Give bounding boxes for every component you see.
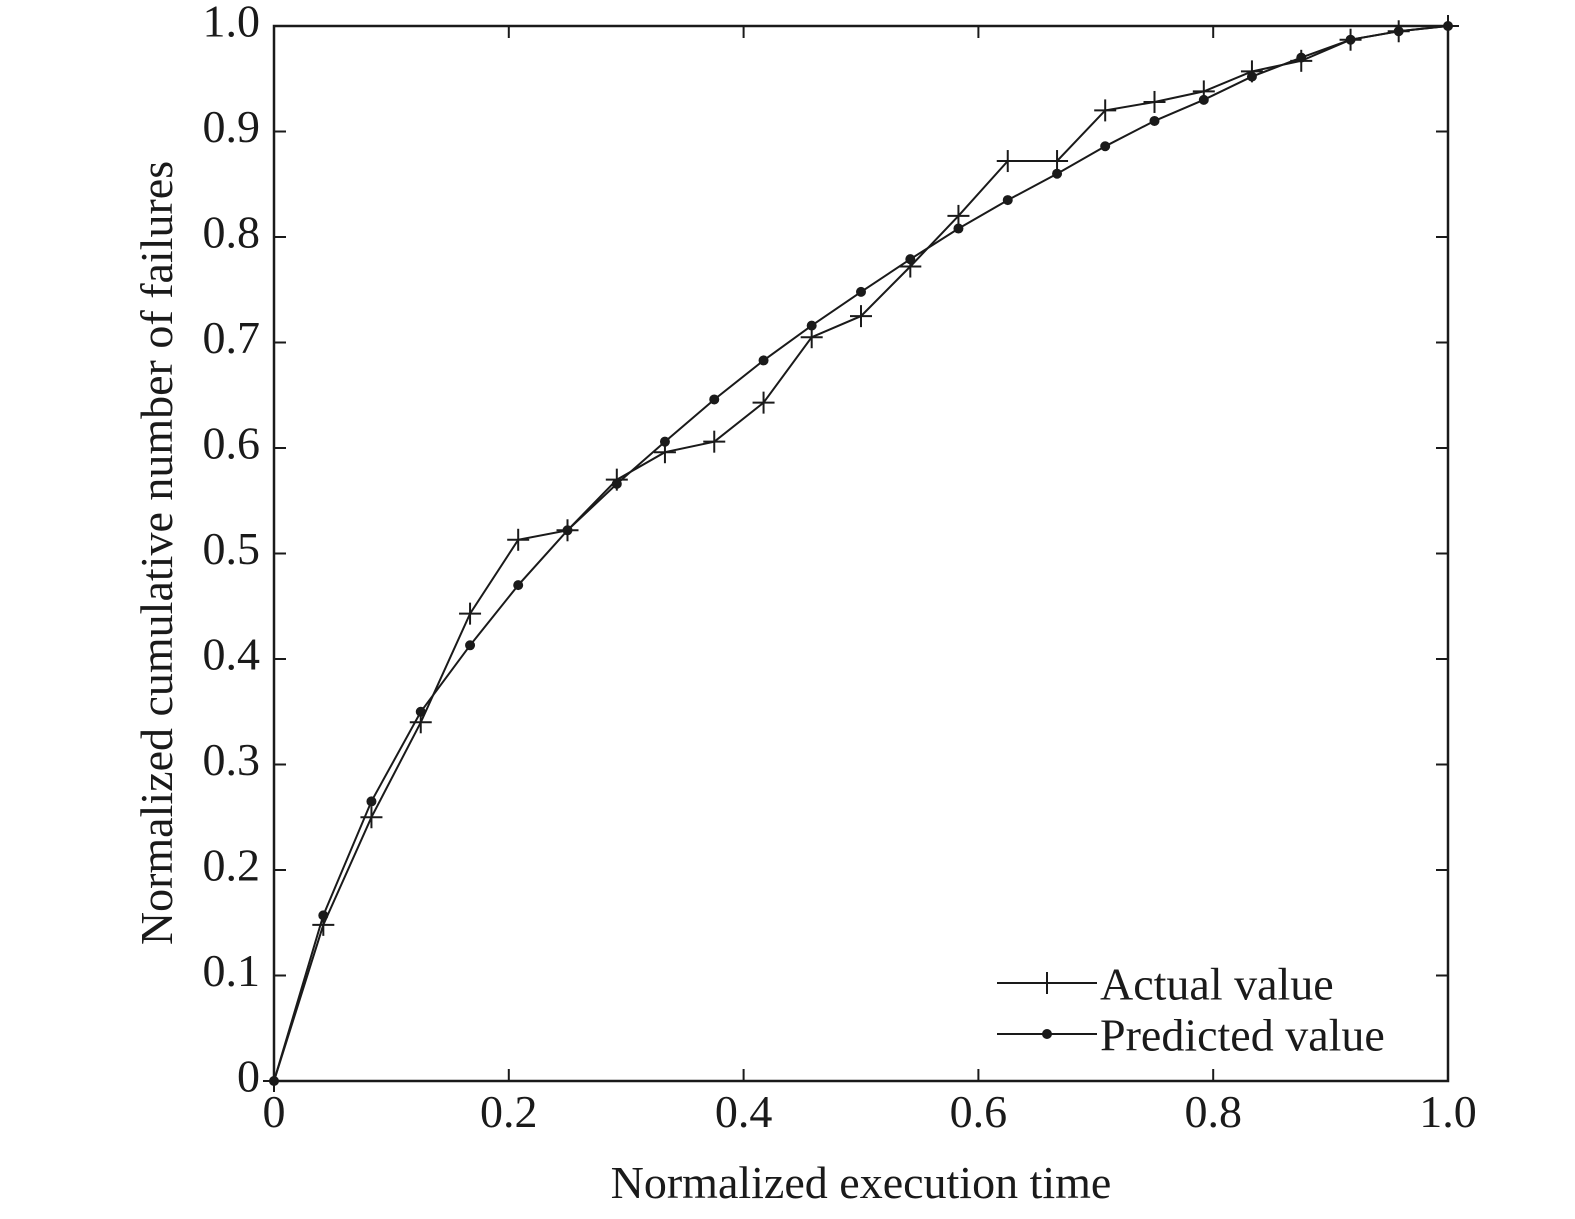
series-1-point-18: [1149, 115, 1160, 126]
legend-label-actual: Actual value: [1100, 959, 1334, 1010]
series-1-point-23: [1393, 26, 1404, 37]
x-tick-label-4: 0.8: [1184, 1086, 1242, 1137]
legend-marker-predicted: [1042, 1029, 1052, 1039]
series-layer: [263, 15, 1459, 1092]
x-tick-label-1: 0.2: [480, 1086, 538, 1137]
y-tick-label-8: 0.8: [203, 207, 261, 258]
series-0-point-15: [996, 150, 1019, 173]
series-1-point-22: [1345, 34, 1356, 45]
tick-labels: 0 0.1 0.2 0.3 0.4 0.5 0.6 0.7 0.8 0.9 1.0 0 0.2 0.4 0.…: [203, 0, 1477, 1137]
series-0-point-17: [1094, 99, 1117, 122]
series-1-point-15: [1002, 195, 1013, 206]
series-line-0: [273, 25, 1449, 1082]
legend-plus-icon: [1036, 972, 1058, 994]
legend-label-predicted: Predicted value: [1100, 1010, 1385, 1061]
series-1-point-17: [1100, 141, 1111, 152]
series-1-point-11: [806, 320, 817, 331]
series-1-point-9: [709, 394, 720, 405]
series-1-point-14: [953, 223, 964, 234]
series-1-point-5: [513, 580, 524, 591]
series-0-point-10: [752, 391, 775, 414]
series-0-point-14: [947, 204, 970, 227]
y-tick-label-10: 1.0: [203, 0, 261, 47]
series-1-point-19: [1198, 94, 1209, 105]
x-tick-label-0: 0: [263, 1086, 286, 1137]
y-tick-label-5: 0.5: [203, 523, 261, 574]
series-1-point-21: [1296, 52, 1307, 63]
series-1-point-16: [1052, 168, 1063, 179]
y-tick-label-7: 0.7: [203, 312, 261, 363]
series-0-point-16: [1046, 150, 1069, 173]
legend: Actual value Predicted value: [997, 959, 1385, 1061]
series-0-point-4: [459, 602, 482, 625]
y-tick-label-1: 0.1: [203, 945, 261, 996]
x-axis-label: Normalized execution time: [611, 1157, 1112, 1208]
series-1-point-3: [415, 706, 426, 717]
legend-marker-actual: [1036, 972, 1058, 994]
series-0-point-9: [703, 430, 726, 453]
y-tick-label-2: 0.2: [203, 840, 261, 891]
y-tick-label-6: 0.6: [203, 418, 261, 469]
series-1-point-2: [366, 796, 377, 807]
series-0-point-5: [507, 528, 530, 551]
series-1-point-6: [562, 525, 573, 536]
series-1-point-8: [659, 436, 670, 447]
y-tick-label-3: 0.3: [203, 734, 261, 785]
series-1-point-12: [856, 286, 866, 297]
series-1-point-13: [905, 254, 916, 265]
legend-dot-icon: [1042, 1029, 1052, 1039]
series-0-point-12: [850, 305, 872, 328]
y-tick-label-4: 0.4: [203, 629, 261, 680]
series-1-point-20: [1246, 71, 1257, 82]
x-tick-label-2: 0.4: [715, 1086, 773, 1137]
ticks-layer: [273, 25, 1449, 1082]
series-1-point-10: [758, 355, 769, 366]
x-tick-label-5: 1.0: [1419, 1086, 1477, 1137]
series-1-point-4: [465, 640, 476, 651]
series-1-point-1: [318, 910, 329, 921]
y-axis-label: Normalized cumulative number of failures: [131, 161, 182, 945]
x-tick-label-3: 0.6: [950, 1086, 1008, 1137]
series-line-1: [273, 25, 1449, 1082]
y-tick-label-9: 0.9: [203, 101, 261, 152]
y-tick-label-0: 0: [237, 1051, 260, 1102]
series-1-point-7: [611, 478, 622, 489]
plot-frame: [272, 24, 1450, 1083]
series-0-point-18: [1143, 90, 1166, 113]
